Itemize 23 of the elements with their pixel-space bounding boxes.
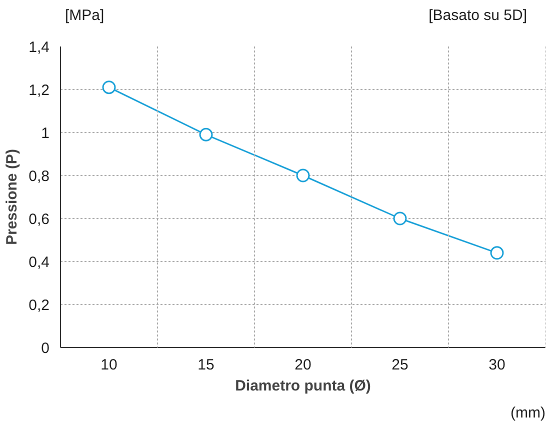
text: [Basato su 5D]: [428, 6, 527, 26]
point: [490, 246, 504, 260]
point: [102, 80, 116, 94]
point: [296, 168, 310, 182]
text: [MPa]: [65, 6, 104, 26]
y-tick-label: 0,4: [28, 254, 50, 271]
y-tick-label: 1,4: [28, 39, 50, 56]
y-tick-label: 0,2: [28, 297, 50, 314]
y-tick-label: 1: [41, 125, 50, 142]
y-tick-label: 1,2: [28, 82, 50, 99]
x-tick-label: 30: [488, 356, 506, 374]
x-tick-label: 15: [198, 356, 214, 374]
x-tick-label: 25: [392, 356, 408, 374]
point: [199, 128, 213, 142]
x-tick-label: 20: [294, 356, 312, 374]
x-axis-title: Diametro punta (Ø): [235, 378, 371, 394]
y-tick-label: 0,6: [28, 211, 50, 228]
text: (mm): [510, 404, 546, 422]
point: [393, 212, 407, 226]
x-tick-label: 10: [100, 356, 118, 374]
y-axis-title: Pressione (P): [4, 149, 21, 245]
y-tick-label: 0: [41, 340, 50, 357]
y-tick-label: 0,8: [28, 168, 50, 185]
